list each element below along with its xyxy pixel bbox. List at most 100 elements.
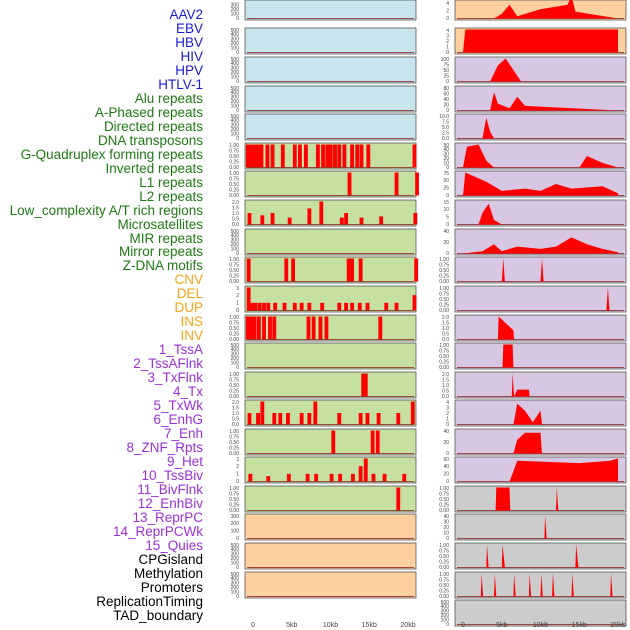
right-y-tick-label: 0 (446, 108, 449, 114)
left-data-bar (280, 144, 285, 168)
track-label: Inverted repeats (105, 160, 203, 176)
left-y-tick-label: 100 (231, 246, 240, 252)
right-y-tick-label: 300 (441, 609, 450, 615)
right-y-tick-label: 0.50 (439, 554, 449, 560)
left-data-bar (268, 316, 272, 340)
left-panel: 2.01.51.00.50.0 (232, 199, 418, 228)
left-data-bar (256, 316, 261, 340)
left-panel: 1.000.750.500.250.00 (229, 314, 417, 343)
left-panel-background (244, 371, 417, 399)
left-panel-background (244, 485, 417, 513)
left-y-tick-label: 0.50 (229, 182, 239, 188)
right-y-tick-label: 4 (446, 28, 449, 34)
right-signal-area (463, 58, 618, 82)
right-panel: 1.000.750.500.250.00 (439, 542, 627, 571)
right-signal-area (463, 344, 514, 368)
right-y-tick-label: 10 (443, 530, 449, 536)
right-panel-background (454, 485, 627, 513)
track-label: 1_TssA (158, 342, 203, 358)
track-label: MIR repeats (129, 230, 203, 246)
left-data-bar (259, 144, 264, 168)
left-y-tick-label: 0.00 (229, 337, 239, 343)
left-data-bar (250, 302, 254, 311)
left-y-tick-label: 1 (236, 300, 239, 306)
right-y-tick-label: 0.25 (439, 502, 449, 508)
left-y-tick-label: 0.00 (229, 279, 239, 285)
right-panel-background (454, 371, 627, 399)
right-y-tick-label: 10 (443, 160, 449, 166)
left-data-bar (358, 466, 363, 482)
left-data-bar (249, 316, 254, 340)
left-y-tick-label: 0.5 (232, 416, 239, 422)
left-data-bar (306, 316, 311, 340)
right-signal-area (463, 458, 618, 482)
track-label: HBV (175, 34, 203, 50)
left-y-tick-label: 0.50 (229, 326, 239, 332)
left-panel-background (244, 85, 417, 113)
left-data-bar (318, 316, 323, 340)
left-panel-background (244, 399, 417, 427)
right-y-tick-label: 25 (443, 73, 449, 79)
left-data-bar (333, 144, 337, 168)
right-y-tick-label: 0 (446, 422, 449, 428)
right-y-tick-label: 10 (443, 207, 449, 213)
right-y-tick-label: 0 (446, 16, 449, 22)
left-data-bar (319, 201, 324, 225)
track-label: CPGisland (138, 551, 203, 567)
right-panel-background (454, 314, 627, 342)
right-y-tick-label: 0.75 (439, 348, 449, 354)
track-label: Promoters (140, 579, 203, 595)
left-panel-background (244, 56, 417, 84)
left-panel-background (244, 113, 417, 141)
left-y-tick-label: 100 (231, 528, 240, 534)
left-x-tick-label: 15kb (362, 622, 377, 629)
left-y-tick-label: 0.75 (229, 377, 239, 383)
left-data-bar (384, 302, 389, 311)
left-panel: 1.000.750.500.250.00 (229, 371, 417, 400)
left-y-tick-label: 500 (231, 57, 240, 63)
left-y-tick-label: 200 (231, 242, 240, 248)
left-data-bar (311, 316, 316, 340)
right-y-tick-label: 50 (443, 143, 449, 149)
left-panel: 321 0 (236, 456, 417, 485)
left-y-tick-label: 100 (231, 360, 240, 366)
left-y-tick-label: 2.0 (232, 400, 239, 406)
left-panel-background (244, 571, 417, 599)
left-y-tick-label: 0 (236, 79, 239, 85)
left-data-bar (292, 302, 297, 311)
right-y-tick-label: 3 (446, 405, 449, 411)
right-y-tick-label: 0.75 (439, 291, 449, 297)
right-y-tick-label: 1.5 (442, 377, 449, 383)
left-y-tick-label: 0.75 (229, 491, 239, 497)
right-y-tick-label: 0.50 (439, 583, 449, 589)
left-data-bar (325, 144, 330, 168)
right-y-tick-label: 60 (443, 457, 449, 463)
left-data-bar (339, 217, 344, 225)
left-data-bar (291, 258, 296, 282)
right-y-tick-label: 0.50 (439, 268, 449, 274)
track-label: 9_Het (166, 454, 203, 470)
left-y-tick-label: 0.25 (229, 273, 239, 279)
right-y-tick-label: 0 (446, 622, 449, 628)
right-y-tick-label: 1.0 (442, 383, 449, 389)
right-y-tick-label: 1 (446, 416, 449, 422)
left-y-tick-label: 0 (236, 479, 239, 485)
track-label: 11_BivFlnk (137, 481, 203, 497)
left-y-tick-label: 500 (231, 86, 240, 92)
track-label: Mirror repeats (118, 244, 203, 260)
left-data-bar (246, 287, 251, 311)
left-y-tick-label: 0 (236, 565, 239, 571)
right-y-tick-label: 4 (446, 1, 449, 7)
right-y-tick-label: 2.5 (442, 130, 449, 136)
left-y-tick-label: 0.25 (229, 388, 239, 394)
left-y-tick-label: 200 (231, 585, 240, 591)
right-signal-area (463, 144, 618, 168)
left-panel-background (244, 342, 417, 370)
left-y-tick-label: 0 (236, 365, 239, 371)
track-label: EBV (175, 20, 203, 36)
left-y-tick-label: 100 (231, 45, 240, 51)
right-panel: 1.000.750.500.250.00 (439, 256, 627, 285)
